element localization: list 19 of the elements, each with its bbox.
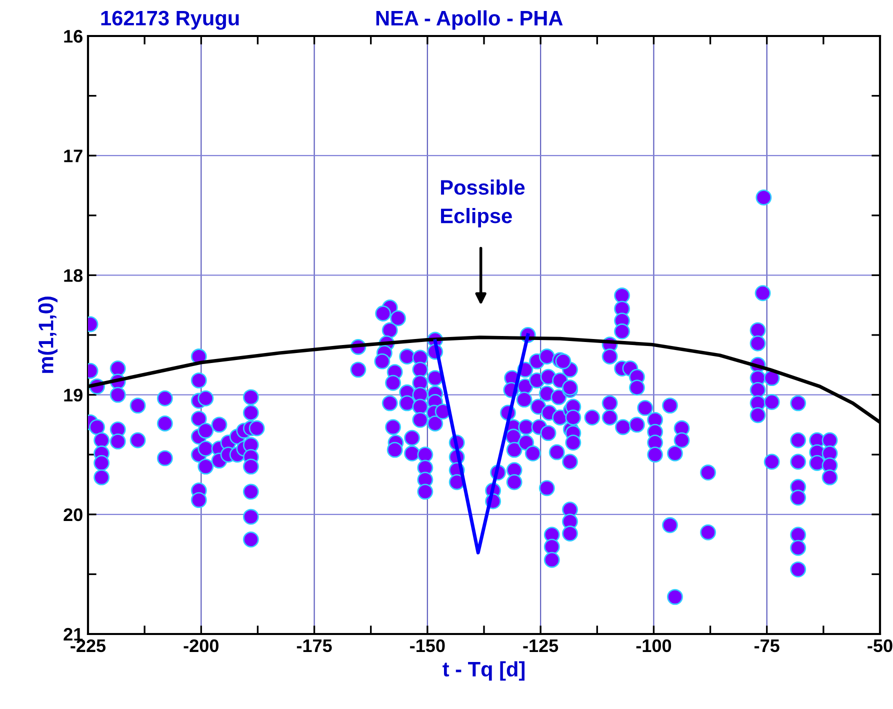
y-tick-label: 18 [64,269,83,282]
annotation: Possible Eclipse [441,179,525,228]
x-axis-title: t - Tq [d] [442,661,524,681]
x-tick-label: -175 [296,640,332,652]
y-tick-label: 21 [64,628,83,641]
x-tick-label: -75 [754,640,780,652]
chart-subtitle: NEA - Apollo - PHA [376,10,563,30]
y-tick-label: 20 [64,508,82,522]
x-tick-label: -125 [523,639,558,652]
y-tick-label: 17 [64,150,82,162]
y-tick-label: 19 [64,388,82,402]
x-tick-label: -50 [868,639,892,652]
y-tick-label: 16 [64,30,82,43]
x-tick-label: -100 [636,639,672,652]
x-tick-label: -150 [410,639,445,652]
chart-title: 162173 Ryugu [101,10,239,30]
x-tick-label: -200 [184,639,218,652]
y-axis-title: m(1,1,0) [38,296,58,373]
x-tick-label: -225 [70,639,106,652]
